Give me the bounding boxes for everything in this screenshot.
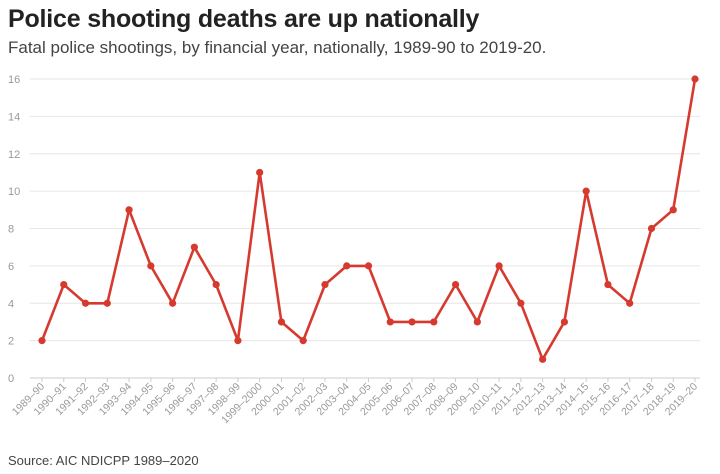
data-point — [60, 280, 68, 289]
data-point — [364, 262, 373, 270]
data-point — [125, 206, 133, 214]
y-tick-label: 6 — [8, 261, 14, 273]
y-tick-label: 0 — [8, 373, 14, 385]
data-point — [451, 280, 460, 289]
data-point — [234, 337, 242, 345]
source-note: Source: AIC NDICPP 1989–2020 — [8, 453, 199, 468]
data-point — [430, 318, 438, 326]
data-point — [212, 280, 220, 289]
data-point — [669, 206, 677, 214]
data-point — [169, 299, 177, 307]
data-point — [256, 168, 264, 177]
y-tick-label: 16 — [8, 74, 20, 86]
series-points — [38, 75, 699, 363]
data-point — [81, 299, 90, 307]
data-point — [582, 187, 590, 195]
y-tick-label: 2 — [8, 336, 14, 348]
chart-title: Police shooting deaths are up nationally — [8, 5, 480, 33]
data-point — [103, 299, 111, 307]
data-point — [604, 280, 612, 289]
series-line — [40, 77, 697, 361]
data-point — [277, 318, 286, 326]
data-point — [626, 299, 634, 307]
y-tick-label: 8 — [8, 224, 14, 236]
y-tick-label: 10 — [8, 186, 20, 198]
chart-subtitle: Fatal police shootings, by financial yea… — [8, 38, 547, 57]
data-point — [321, 280, 329, 289]
series-polyline — [40, 77, 697, 361]
data-point — [38, 337, 46, 345]
data-point — [560, 318, 569, 326]
y-axis-ticks: 0 2 4 6 8 10 12 14 16 — [8, 74, 20, 385]
x-axis-ticks: 1989–901990–911991–921992–931993–941994–… — [10, 378, 700, 426]
data-point — [408, 318, 416, 326]
data-point — [190, 243, 198, 251]
data-point — [299, 337, 307, 345]
y-tick-label: 4 — [8, 298, 14, 310]
data-point — [517, 299, 525, 307]
data-point — [147, 262, 155, 270]
data-point — [691, 75, 699, 83]
grid-lines — [30, 78, 700, 379]
data-point — [473, 318, 481, 326]
y-tick-label: 14 — [8, 111, 20, 123]
data-point — [647, 224, 656, 233]
data-point — [386, 318, 394, 326]
data-point — [343, 262, 351, 270]
y-tick-label: 12 — [8, 149, 20, 161]
data-point — [495, 262, 503, 270]
data-point — [539, 355, 547, 363]
